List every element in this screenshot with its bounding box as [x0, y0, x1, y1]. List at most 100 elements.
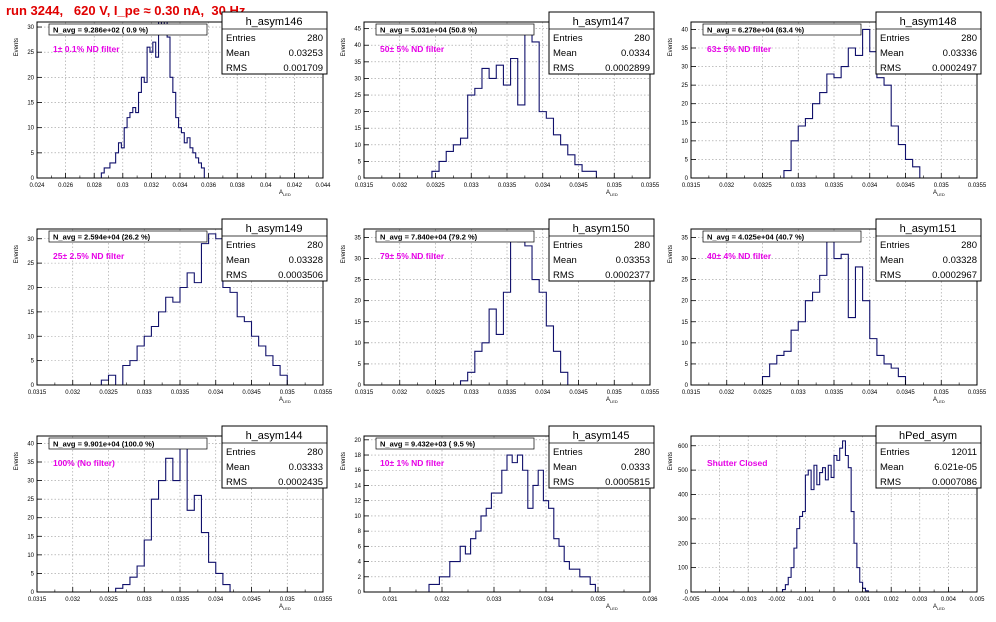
stats-title: h_asym147 [573, 16, 630, 28]
x-tick-label: 0.005 [969, 597, 985, 603]
x-tick-label: 0.0315 [28, 390, 47, 396]
stats-key: RMS [880, 477, 901, 488]
x-tick-label: 0.0335 [825, 390, 844, 396]
x-tick-label: 0.03 [117, 183, 129, 189]
x-tick-label: 0.0315 [355, 183, 374, 189]
histogram-line [431, 31, 597, 178]
stats-key: RMS [880, 270, 901, 281]
x-axis-label-subscript: LED [283, 192, 291, 197]
y-tick-label: 12 [354, 499, 361, 505]
stats-key: Mean [226, 255, 250, 266]
y-tick-label: 6 [358, 544, 362, 550]
stats-value: 0.0005815 [605, 477, 650, 488]
x-tick-label: -0.005 [682, 597, 700, 603]
stats-key: RMS [226, 63, 247, 74]
y-tick-label: 15 [681, 120, 688, 126]
y-tick-label: 35 [354, 60, 361, 66]
y-tick-label: 35 [354, 235, 361, 241]
panel-h_asym144: 0.0315 0.032 0.0325 0.033 0.0335 0.034 0.0345 0… [14, 425, 333, 611]
y-axis-label: Events [341, 38, 347, 56]
x-tick-label: 0.0345 [569, 183, 588, 189]
x-tick-label: 0.0335 [498, 183, 517, 189]
x-tick-label: 0.033 [464, 390, 480, 396]
filter-label: 10± 1% ND filter [380, 458, 445, 468]
x-tick-label: 0.044 [315, 183, 331, 189]
x-tick-label: 0.0325 [99, 390, 118, 396]
y-tick-label: 20 [354, 110, 361, 116]
y-tick-label: 10 [27, 553, 34, 559]
x-axis-label: ALED [606, 397, 618, 404]
x-axis-label: ALED [279, 604, 291, 611]
x-tick-label: 0.004 [941, 597, 957, 603]
x-tick-label: 0.032 [719, 183, 735, 189]
x-tick-label: 0.002 [884, 597, 900, 603]
panel-h_asym151: 0.0315 0.032 0.0325 0.033 0.0335 0.034 0.0345 0… [668, 218, 987, 404]
y-tick-label: 14 [354, 483, 361, 489]
x-tick-label: -0.004 [711, 597, 729, 603]
stats-value: 0.0007086 [932, 477, 977, 488]
x-tick-label: 0.032 [434, 597, 450, 603]
stats-title: h_asym150 [573, 223, 630, 235]
x-tick-label: 0.0335 [171, 390, 190, 396]
stats-key: Entries [553, 240, 583, 251]
y-tick-label: 5 [685, 362, 689, 368]
y-tick-label: 10 [27, 126, 34, 132]
stats-key: RMS [226, 477, 247, 488]
y-tick-label: 35 [27, 460, 34, 466]
y-tick-label: 0 [358, 176, 362, 182]
y-tick-label: 10 [354, 514, 361, 520]
x-tick-label: 0.033 [464, 183, 480, 189]
x-tick-label: 0.0315 [682, 183, 701, 189]
y-tick-label: 35 [681, 46, 688, 52]
navg-text: N_avg = 2.594e+04 (26.2 %) [53, 233, 151, 242]
stats-value: 0.03353 [616, 255, 650, 266]
x-tick-label: 0.034 [208, 390, 224, 396]
y-tick-label: 5 [31, 359, 35, 365]
x-tick-label: 0.035 [934, 390, 950, 396]
x-tick-label: 0.028 [87, 183, 103, 189]
histogram-line [761, 241, 907, 385]
x-tick-label: 0.032 [65, 390, 81, 396]
stats-key: Mean [553, 48, 577, 59]
navg-box [375, 437, 535, 450]
y-tick-label: 25 [27, 50, 34, 56]
y-tick-label: 8 [358, 529, 362, 535]
y-tick-label: 10 [681, 139, 688, 145]
stats-value: 12011 [951, 447, 977, 458]
x-tick-label: 0.003 [912, 597, 928, 603]
y-tick-label: 15 [27, 310, 34, 316]
panel-h_asym149: 0.0315 0.032 0.0325 0.033 0.0335 0.034 0.0345 0… [14, 218, 333, 404]
y-tick-label: 0 [685, 383, 689, 389]
y-tick-label: 5 [358, 159, 362, 165]
panel-h_asym147: 0.0315 0.032 0.0325 0.033 0.0335 0.034 0.0345 0… [341, 11, 660, 197]
y-axis-label: Events [668, 38, 674, 56]
x-tick-label: 0.035 [280, 390, 296, 396]
y-tick-label: 20 [681, 102, 688, 108]
navg-text: N_avg = 9.432e+03 ( 9.5 %) [380, 440, 476, 449]
navg-box [702, 23, 862, 36]
x-tick-label: 0.0325 [753, 183, 772, 189]
stats-value: 280 [961, 240, 977, 251]
stats-key: Entries [226, 240, 256, 251]
x-tick-label: 0.0355 [314, 390, 333, 396]
filter-label: Shutter Closed [707, 458, 767, 468]
y-tick-label: 30 [354, 257, 361, 263]
y-tick-label: 0 [685, 590, 689, 596]
y-tick-label: 0 [31, 590, 35, 596]
stats-key: Entries [226, 33, 256, 44]
y-tick-label: 25 [681, 278, 688, 284]
x-tick-label: 0.0355 [968, 183, 987, 189]
stats-value: 0.0002435 [278, 477, 323, 488]
stats-value: 0.001709 [283, 63, 323, 74]
stats-value: 280 [634, 240, 650, 251]
x-axis-label-subscript: LED [937, 192, 945, 197]
stats-box [548, 218, 655, 282]
x-tick-label: 0.0335 [498, 390, 517, 396]
y-axis-label: Events [341, 245, 347, 263]
filter-label: 79± 5% ND filter [380, 251, 445, 261]
y-tick-label: 25 [354, 93, 361, 99]
x-tick-label: 0.0345 [569, 390, 588, 396]
y-tick-label: 0 [31, 176, 35, 182]
stats-key: Mean [880, 255, 904, 266]
